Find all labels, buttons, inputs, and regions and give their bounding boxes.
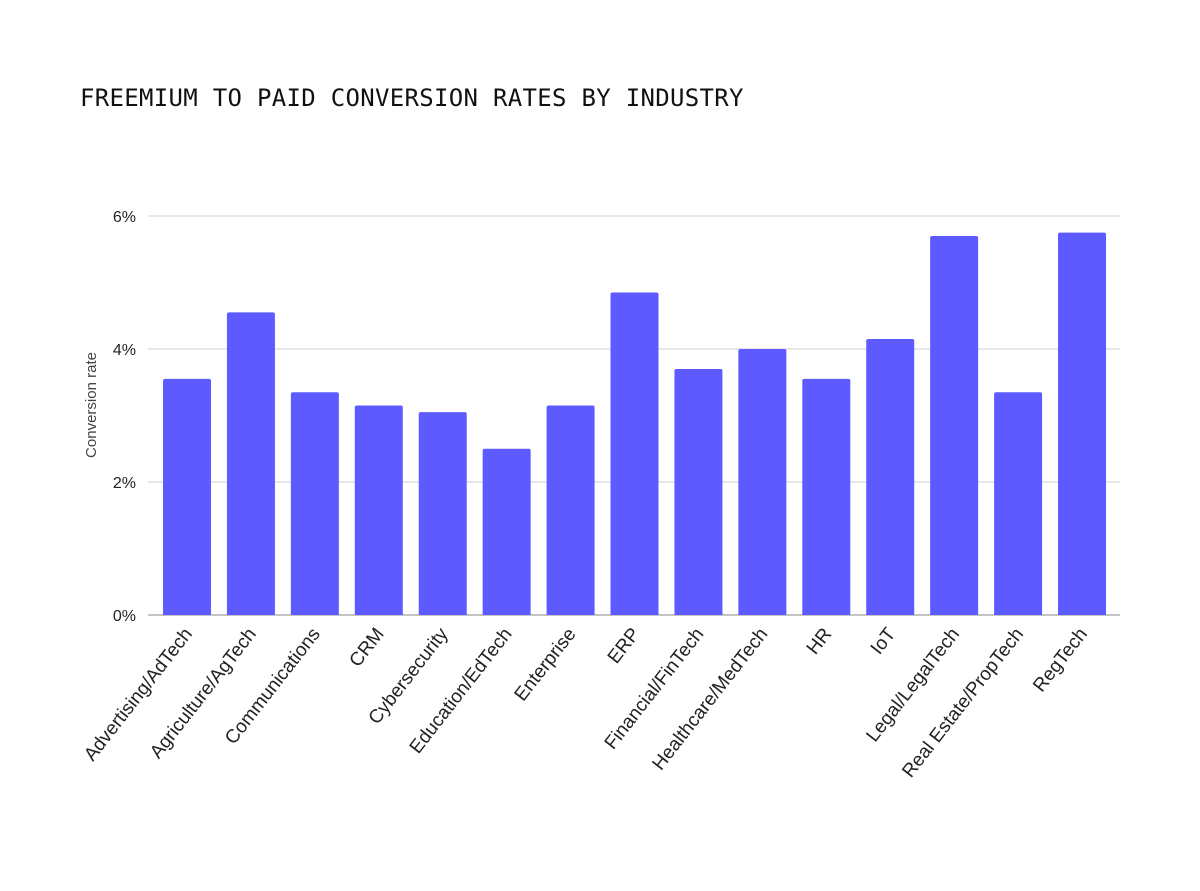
bar-iot [866,339,915,615]
x-tick-label: IoT [867,624,901,659]
bar-communications [290,392,339,615]
bar-healthcare-medtech [738,349,787,615]
bar-cybersecurity [418,412,467,615]
y-tick-label: 2% [113,475,136,492]
x-tick-label: Enterprise [511,624,581,705]
bars [163,232,1107,615]
y-tick-label: 6% [113,209,136,226]
bar-regtech [1058,232,1107,615]
x-tick-label: ERP [604,624,645,668]
x-tick-label: Advertising/AdTech [80,624,197,765]
bar-advertising-adtech [163,378,211,615]
bar-hr [802,378,851,615]
x-tick-label: Healthcare/MedTech [648,624,772,774]
bar-enterprise [546,405,595,615]
x-tick-label: HR [803,624,836,659]
y-axis-ticks: 0% 2% 4% 6% [113,209,136,625]
bar-financial-fintech [674,368,723,615]
x-tick-label: CRM [346,624,389,671]
chart-title: FREEMIUM TO PAID CONVERSION RATES BY IND… [80,84,744,112]
bar-erp [610,292,659,615]
x-tick-label: Real Estate/PropTech [898,624,1028,782]
y-tick-label: 0% [113,608,136,625]
bar-legal-legaltech [930,235,979,615]
x-tick-label: RegTech [1029,624,1092,696]
y-axis-title: Conversion rate [83,352,100,458]
bar-education-edtech [482,448,531,615]
y-tick-label: 4% [113,342,136,359]
bar-crm [354,405,403,615]
bar-agriculture-agtech [226,312,275,615]
x-axis-labels: Advertising/AdTechAgriculture/AgTechComm… [80,624,1092,782]
bar-real-estate-proptech [994,392,1043,615]
